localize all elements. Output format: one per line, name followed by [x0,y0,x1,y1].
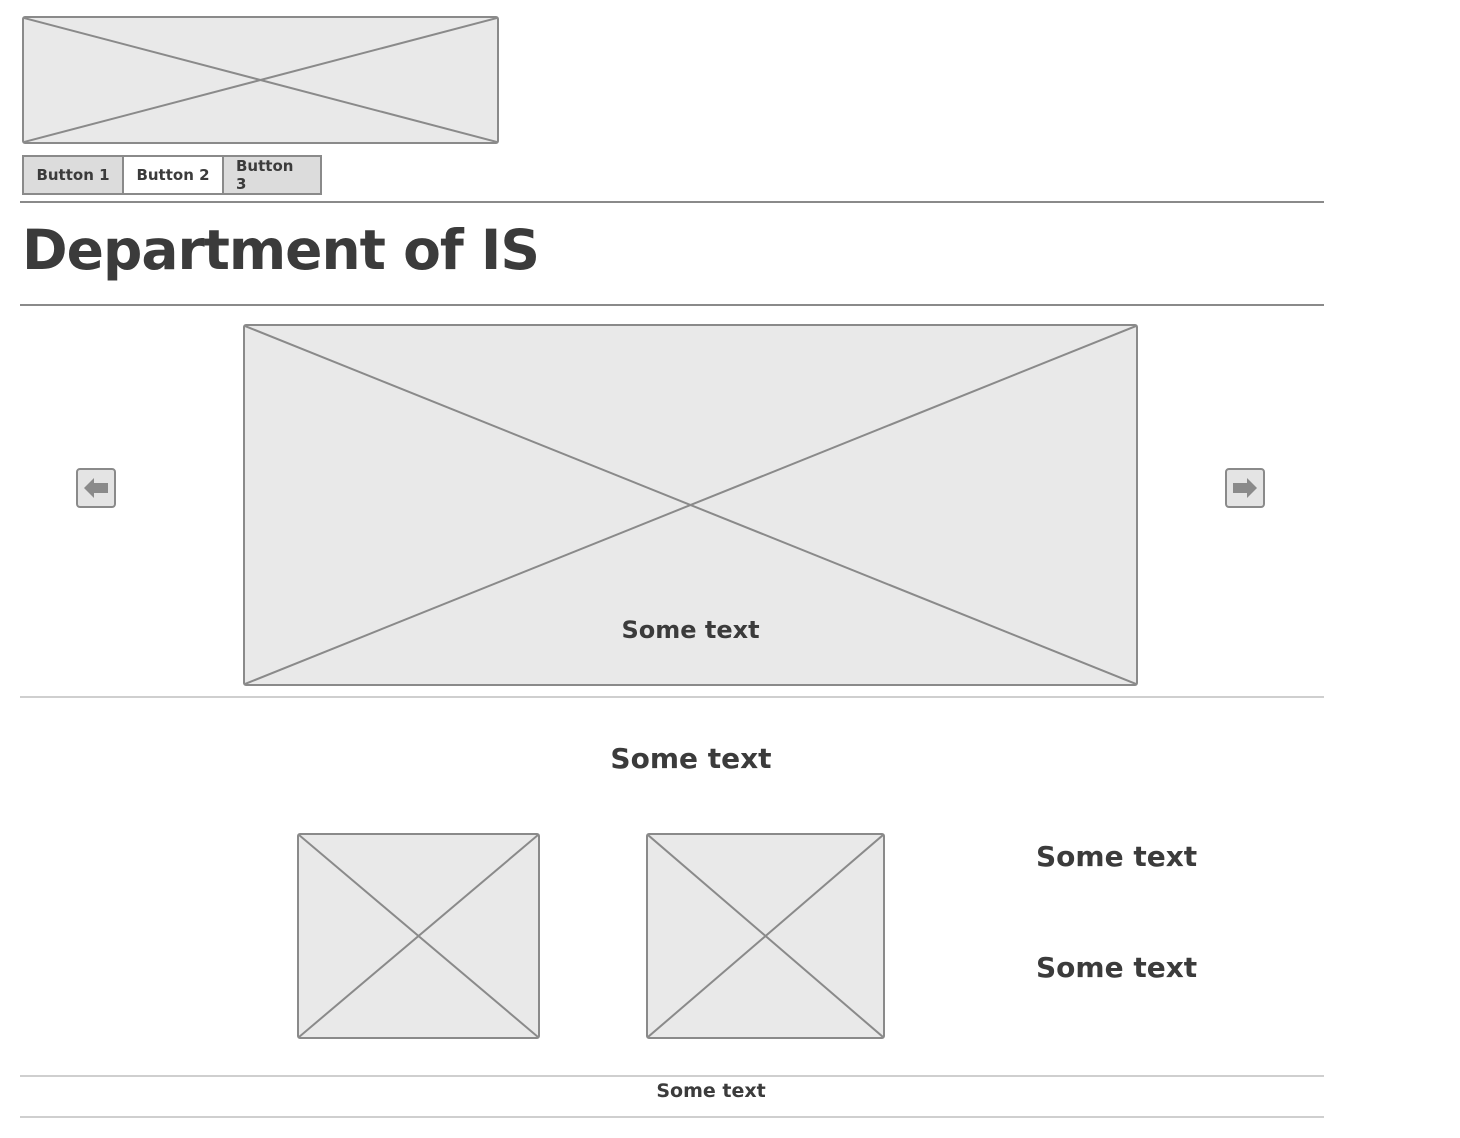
button-bar: Button 1 Button 2 Button 3 [22,155,322,195]
footer-text: Some text [656,1080,766,1102]
button-2[interactable]: Button 2 [122,157,222,193]
footer-divider-top [20,1075,1324,1077]
header-divider-bottom [20,304,1324,306]
section-heading: Some text [610,742,772,775]
button-3[interactable]: Button 3 [222,157,320,193]
carousel-next-button[interactable] [1225,468,1265,508]
footer-divider-bottom [20,1116,1324,1118]
side-text-1: Some text [1036,840,1198,873]
logo-image-placeholder [22,16,499,144]
carousel-caption: Some text [621,616,760,644]
carousel-image-placeholder: Some text [243,324,1138,686]
arrow-right-icon [1233,478,1257,498]
arrow-left-icon [84,478,108,498]
button-1[interactable]: Button 1 [24,157,122,193]
content-image-placeholder-2 [646,833,885,1039]
page-title: Department of IS [22,218,540,282]
content-image-placeholder-1 [297,833,540,1039]
header-divider-top [20,201,1324,203]
side-text-2: Some text [1036,951,1198,984]
carousel-divider [20,696,1324,698]
carousel-prev-button[interactable] [76,468,116,508]
